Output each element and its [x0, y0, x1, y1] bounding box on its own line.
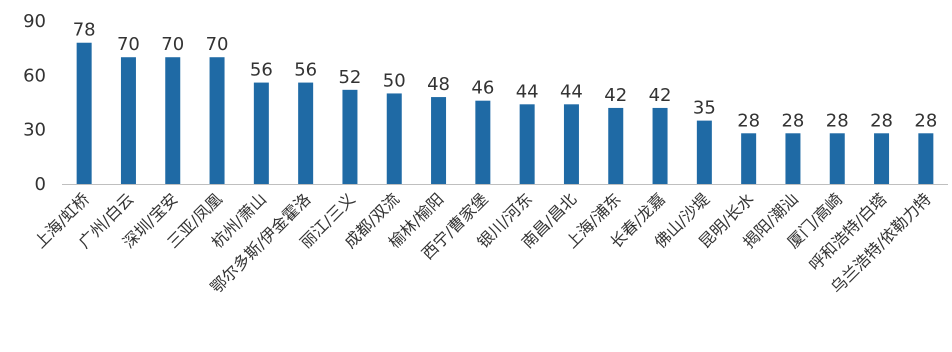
data-label: 42	[604, 85, 627, 106]
data-label: 44	[560, 81, 583, 102]
bar	[298, 82, 314, 184]
data-label: 70	[117, 34, 140, 55]
data-label: 56	[250, 60, 273, 81]
y-tick-label: 0	[35, 174, 46, 195]
y-tick-label: 60	[23, 65, 46, 86]
bar	[386, 93, 402, 184]
bar	[741, 133, 757, 184]
bar	[120, 57, 136, 184]
bar	[608, 107, 624, 184]
bar	[696, 120, 712, 184]
bar	[829, 133, 845, 184]
bar	[918, 133, 934, 184]
data-label: 52	[338, 67, 361, 88]
bar	[209, 57, 225, 184]
bar	[785, 133, 801, 184]
y-tick-label: 90	[23, 11, 46, 32]
bar	[76, 42, 92, 184]
data-label: 42	[649, 85, 672, 106]
data-label: 70	[206, 34, 229, 55]
data-label: 28	[781, 110, 804, 131]
data-label: 28	[870, 110, 893, 131]
data-label: 48	[427, 74, 450, 95]
data-label: 46	[471, 78, 494, 99]
bar	[874, 133, 890, 184]
data-label: 70	[161, 34, 184, 55]
data-label: 56	[294, 60, 317, 81]
bar	[563, 104, 579, 184]
bar	[342, 89, 358, 184]
category-labels: 上海/虹桥广州/白云深圳/宝安三亚/凤凰杭州/萧山鄂尔多斯/伊金霍洛丽江/三义成…	[30, 189, 934, 297]
bar	[475, 100, 491, 184]
data-label: 28	[914, 110, 937, 131]
data-label: 44	[516, 81, 539, 102]
bar	[165, 57, 181, 184]
y-axis: 0 30 60 90	[23, 11, 46, 195]
bars	[76, 42, 934, 184]
data-label: 78	[73, 20, 96, 41]
y-tick-label: 30	[23, 120, 46, 141]
data-label: 28	[826, 110, 849, 131]
bar	[519, 104, 535, 184]
data-labels: 78 70 70 70 56 56 52 50 48 46 44 44 42 42 35 28 28 28 28 28	[73, 20, 938, 132]
data-label: 50	[383, 70, 406, 91]
bar	[253, 82, 269, 184]
data-label: 35	[693, 98, 716, 119]
bar	[652, 107, 668, 184]
data-label: 28	[737, 110, 760, 131]
bar	[431, 97, 447, 184]
